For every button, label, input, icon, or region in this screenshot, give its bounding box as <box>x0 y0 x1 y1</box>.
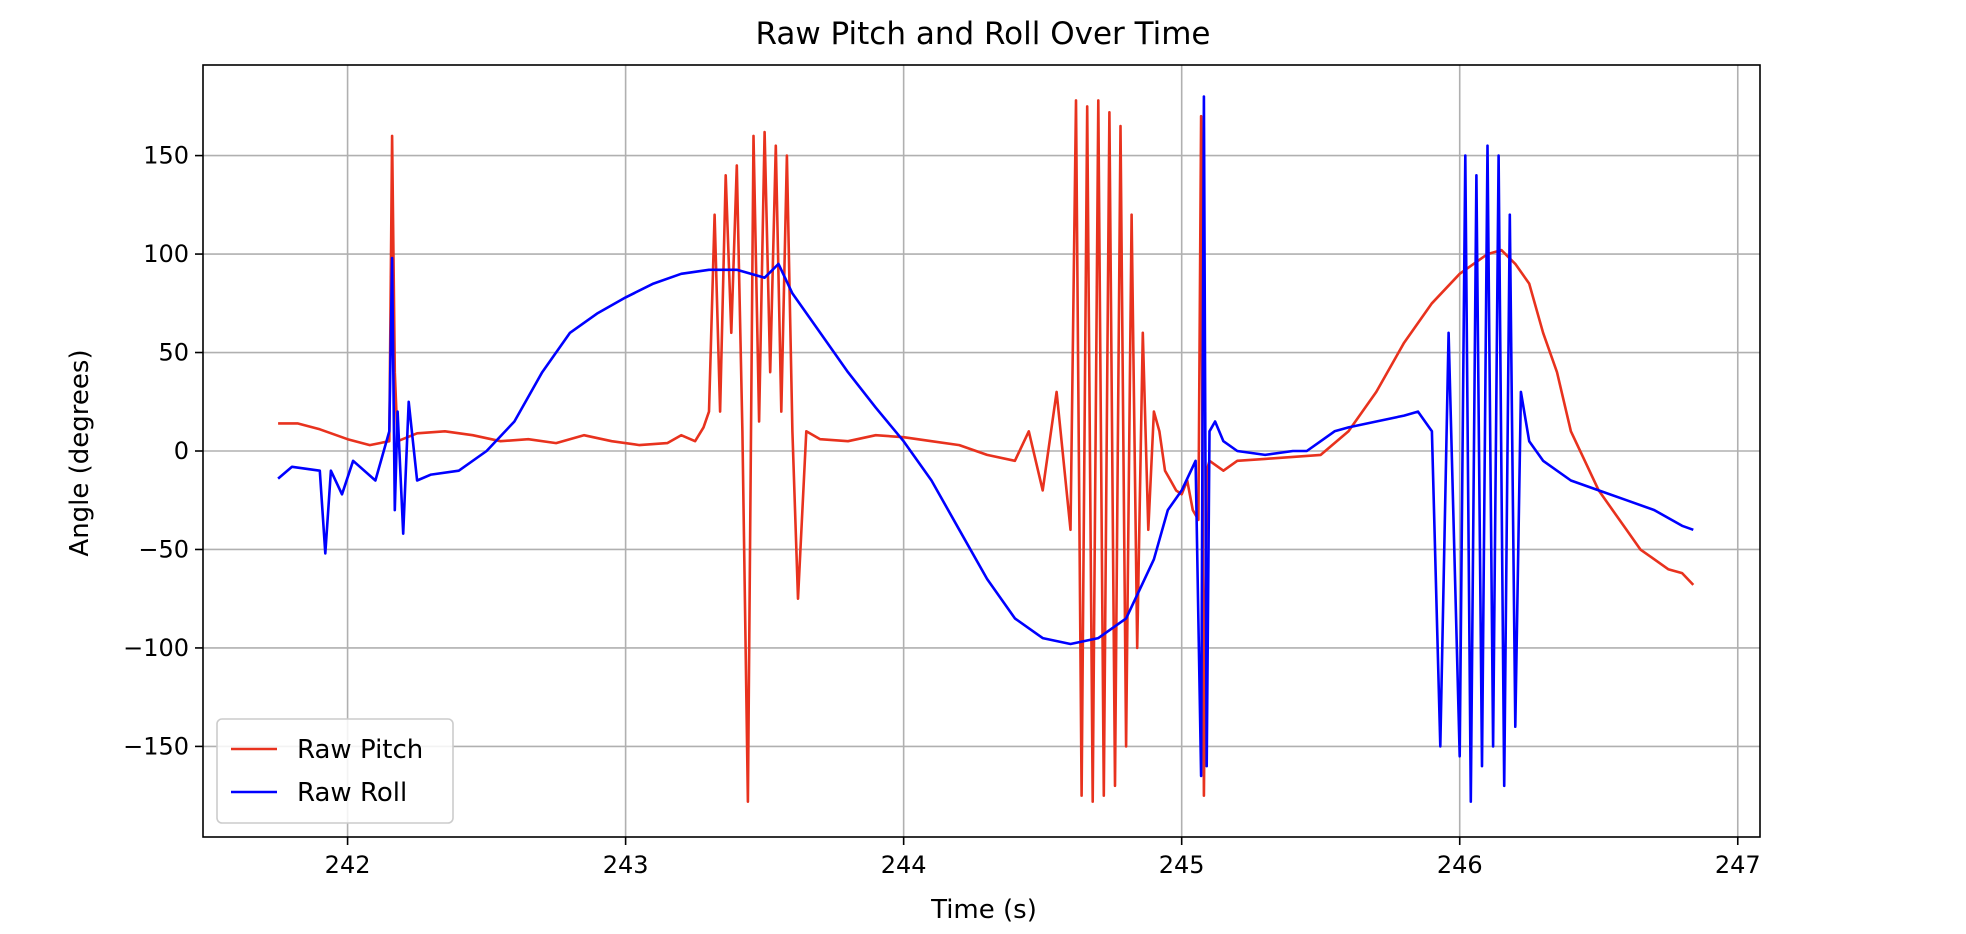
series-line-raw-pitch <box>278 99 1695 803</box>
legend: Raw Pitch Raw Roll <box>216 718 454 824</box>
series-line-raw-roll <box>277 95 1694 803</box>
x-tick-label: 247 <box>1715 851 1761 879</box>
legend-label-raw-pitch: Raw Pitch <box>297 735 423 765</box>
y-tick-label: 150 <box>143 142 189 170</box>
series-layer <box>277 95 1695 803</box>
y-tick-label: 50 <box>158 339 189 367</box>
y-tick-label: −150 <box>123 732 189 760</box>
x-tick-label: 245 <box>1159 851 1205 879</box>
legend-box <box>216 718 454 824</box>
x-tick-label: 246 <box>1437 851 1483 879</box>
y-tick-label: 100 <box>143 240 189 268</box>
x-tick-label: 243 <box>603 851 649 879</box>
y-tick-label: −100 <box>123 634 189 662</box>
y-tick-label: 0 <box>174 437 189 465</box>
chart-title: Raw Pitch and Roll Over Time <box>755 16 1210 52</box>
x-tick-label: 242 <box>325 851 371 879</box>
y-tick-label: −50 <box>138 535 189 563</box>
x-axis-label: Time (s) <box>930 895 1037 925</box>
ticks: 242 243 244 245 246 247 −150 −100 −50 0 50 100 150 <box>123 142 1761 879</box>
y-axis-label: Angle (degrees) <box>65 349 95 556</box>
legend-label-raw-roll: Raw Roll <box>297 778 407 808</box>
x-tick-label: 244 <box>881 851 927 879</box>
